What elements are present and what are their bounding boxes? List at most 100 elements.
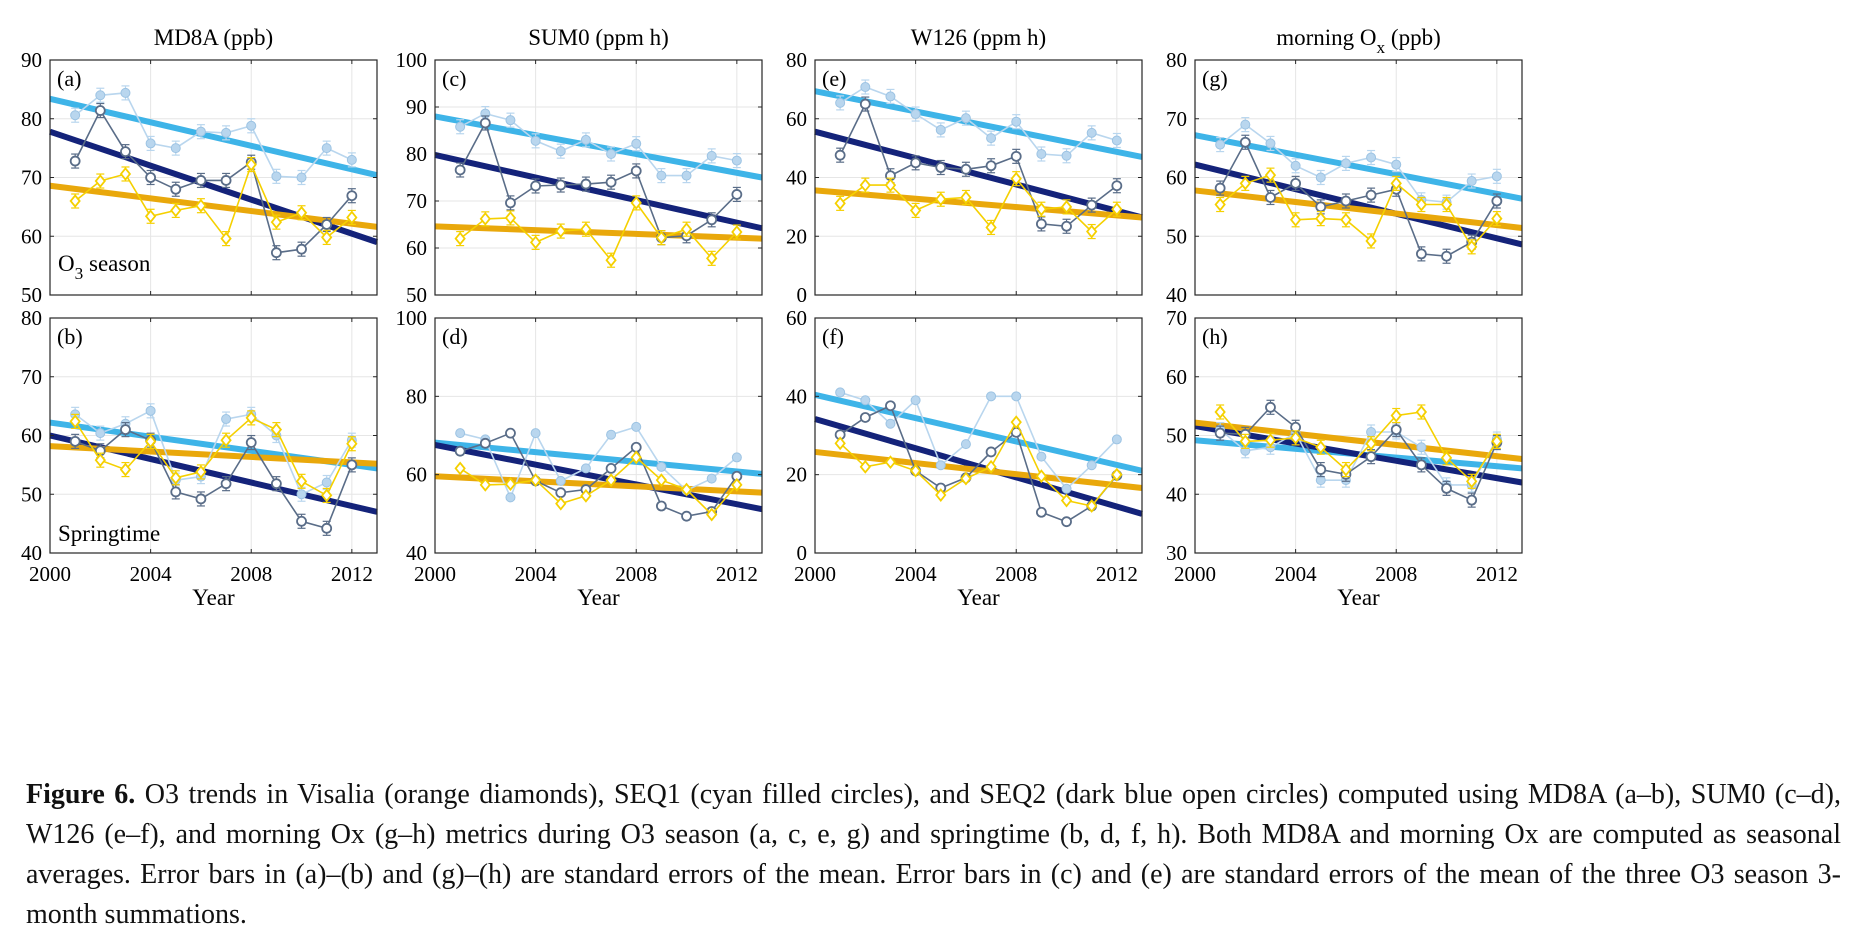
data-point-seq1 — [1366, 152, 1377, 163]
y-tick-label: 60 — [406, 463, 427, 487]
trend-line-seq2 — [814, 416, 1143, 517]
data-point-visalia — [195, 198, 207, 213]
data-point-seq1 — [321, 143, 332, 154]
data-point-seq2 — [1466, 494, 1478, 506]
x-tick-label: 2004 — [515, 562, 558, 586]
trend-line-seq2 — [434, 441, 763, 513]
panel-label: (h) — [1202, 324, 1228, 349]
data-point-visalia — [144, 209, 157, 224]
data-point-visalia — [454, 461, 466, 476]
y-tick-label: 40 — [786, 384, 807, 408]
data-point-visalia — [960, 471, 972, 486]
data-point-visalia — [1111, 467, 1123, 482]
data-point-seq1 — [885, 91, 896, 102]
data-point-visalia — [555, 224, 567, 239]
x-tick-label: 2008 — [615, 562, 657, 586]
panel-a: 50 60 70 80 90 (a) MD8A (ppb) O3 season — [21, 25, 378, 307]
data-point-visalia — [1010, 171, 1022, 186]
data-point-visalia — [1111, 202, 1123, 217]
data-point-visalia — [960, 190, 972, 205]
data-point-seq1 — [505, 492, 516, 503]
data-point-visalia — [529, 473, 542, 488]
data-point-visalia — [295, 474, 308, 489]
data-point-visalia — [1466, 239, 1478, 254]
y-tick-label: 70 — [1166, 107, 1187, 131]
data-point-seq1 — [1315, 172, 1326, 183]
data-point-visalia — [270, 422, 283, 437]
y-tick-label: 80 — [21, 107, 42, 131]
y-tick-label: 60 — [1166, 166, 1187, 190]
data-point-visalia — [1415, 405, 1428, 419]
data-point-visalia — [884, 178, 897, 193]
data-point-seq2 — [1390, 424, 1402, 436]
panel-c: 50 60 70 80 90 100 (c) SUM0 (ppm h) — [396, 25, 763, 307]
data-point-seq2 — [910, 157, 922, 169]
y-tick-label: 100 — [396, 48, 428, 72]
data-point-visalia — [731, 477, 743, 492]
data-point-seq1 — [835, 387, 846, 398]
y-tick-label: 70 — [21, 166, 42, 190]
column-title: SUM0 (ppm h) — [528, 25, 669, 50]
figure-caption: Figure 6. O3 trends in Visalia (orange d… — [26, 775, 1841, 935]
data-point-seq1 — [95, 428, 106, 439]
data-point-seq2 — [1035, 506, 1047, 518]
data-point-seq1 — [1466, 176, 1477, 187]
data-point-visalia — [1440, 197, 1453, 212]
x-axis-label: Year — [957, 585, 1000, 610]
x-tick-label: 2000 — [1174, 562, 1216, 586]
x-tick-label: 2004 — [895, 562, 938, 586]
y-tick-label: 80 — [1166, 48, 1187, 72]
data-point-visalia — [985, 220, 997, 235]
x-tick-label: 2012 — [1096, 562, 1138, 586]
data-point-seq1 — [1340, 158, 1351, 169]
data-point-seq2 — [885, 400, 896, 412]
data-point-seq1 — [1491, 171, 1502, 182]
data-point-seq2 — [270, 478, 282, 490]
data-point-seq2 — [170, 183, 182, 195]
data-point-visalia — [94, 453, 106, 468]
data-point-seq1 — [681, 170, 692, 181]
data-point-seq2 — [1061, 516, 1072, 528]
data-point-seq2 — [170, 486, 182, 498]
data-point-seq1 — [935, 124, 946, 135]
y-tick-label: 40 — [1166, 283, 1187, 307]
series-line-seq1 — [1219, 123, 1497, 204]
y-tick-label: 60 — [21, 224, 42, 248]
data-point-seq2 — [120, 146, 131, 158]
x-tick-label: 2000 — [414, 562, 456, 586]
y-tick-label: 20 — [786, 224, 807, 248]
plot-frame — [814, 317, 1143, 554]
data-point-seq2 — [985, 446, 997, 458]
data-point-visalia — [680, 482, 693, 497]
data-point-seq1 — [1265, 138, 1276, 149]
data-point-visalia — [119, 167, 132, 181]
data-point-visalia — [1365, 234, 1377, 248]
x-tick-label: 2004 — [130, 562, 173, 586]
data-point-visalia — [1239, 176, 1251, 191]
data-point-visalia — [69, 194, 81, 208]
panel-g: 40 50 60 70 80 (g) morning Ox (ppb) — [1166, 25, 1523, 307]
y-tick-label: 60 — [21, 424, 42, 448]
y-tick-label: 100 — [396, 306, 428, 330]
data-point-visalia — [1440, 450, 1453, 465]
data-point-seq1 — [170, 143, 181, 154]
data-point-visalia — [1289, 430, 1302, 445]
data-point-seq2 — [1214, 182, 1226, 194]
data-point-seq1 — [1215, 139, 1226, 150]
data-point-seq2 — [1010, 150, 1022, 162]
data-point-seq1 — [910, 109, 921, 120]
data-point-visalia — [69, 414, 81, 429]
data-point-visalia — [245, 157, 257, 172]
data-point-seq1 — [145, 138, 156, 149]
data-point-seq1 — [1111, 434, 1122, 445]
data-point-seq2 — [834, 149, 846, 161]
y-tick-label: 80 — [406, 142, 427, 166]
data-point-visalia — [630, 195, 642, 210]
data-point-seq2 — [195, 175, 207, 186]
data-point-visalia — [859, 178, 871, 193]
trend-line-seq2 — [1194, 161, 1523, 248]
data-point-seq2 — [1415, 248, 1427, 260]
data-point-seq1 — [960, 113, 971, 124]
x-axis-label: Year — [577, 585, 620, 610]
data-point-seq1 — [1036, 149, 1047, 159]
